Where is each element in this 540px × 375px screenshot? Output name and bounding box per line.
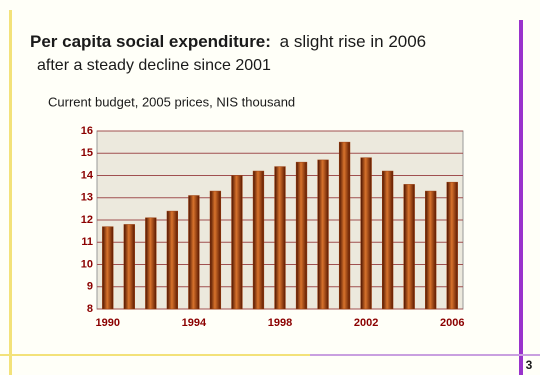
- bar: [403, 184, 415, 310]
- y-tick-label: 10: [81, 258, 93, 270]
- x-tick-label: 1994: [182, 317, 207, 329]
- bar: [123, 224, 135, 310]
- y-tick-label: 16: [81, 125, 93, 137]
- bar: [274, 166, 286, 310]
- chart-title: Per capita social expenditure: a slight …: [30, 32, 426, 51]
- chart-title-line2: after a steady decline since 2001: [37, 57, 271, 74]
- y-tick-label: 14: [81, 169, 94, 181]
- bar: [209, 190, 222, 310]
- bar: [382, 170, 394, 310]
- bar: [317, 159, 329, 310]
- chart-subtitle: Current budget, 2005 prices, NIS thousan…: [48, 94, 295, 109]
- title-rest: a slight rise in 2006: [280, 32, 426, 51]
- x-tick-label: 2006: [440, 317, 464, 329]
- y-tick-label: 13: [81, 192, 93, 204]
- bar: [252, 170, 265, 310]
- page-number: 3: [526, 358, 533, 372]
- bar: [425, 190, 437, 310]
- decor-bottom2: [310, 354, 540, 356]
- y-tick-label: 12: [81, 214, 93, 226]
- decor-bottom: [0, 354, 540, 356]
- bar: [295, 161, 308, 310]
- y-tick-label: 11: [81, 236, 93, 248]
- bar: [338, 141, 351, 310]
- bar: [145, 217, 157, 310]
- y-tick-label: 15: [81, 147, 93, 159]
- bar: [188, 195, 200, 310]
- bar: [231, 175, 243, 310]
- x-tick-label: 2002: [354, 317, 378, 329]
- y-tick-label: 9: [87, 281, 93, 293]
- y-tick-label: 8: [87, 303, 93, 315]
- bar: [360, 157, 372, 310]
- bar: [446, 181, 458, 310]
- x-tick-label: 1998: [268, 317, 292, 329]
- title-lead: Per capita social expenditure:: [30, 32, 271, 51]
- bar: [102, 226, 114, 310]
- x-tick-label: 1990: [96, 317, 120, 329]
- decor-left: [9, 10, 12, 375]
- bar: [166, 210, 178, 310]
- decor-right: [519, 20, 523, 375]
